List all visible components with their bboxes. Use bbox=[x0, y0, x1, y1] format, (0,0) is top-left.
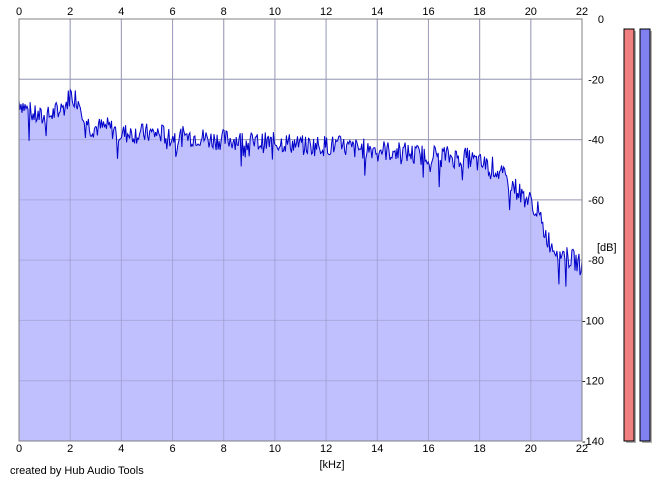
x-tick-label-top: 2 bbox=[67, 6, 73, 18]
y-axis: 0 -20 -40 -60 -80 -100 -120 -140 bbox=[582, 14, 604, 448]
credit-text: created by Hub Audio Tools bbox=[10, 465, 144, 477]
x-tick-label-top: 4 bbox=[118, 6, 124, 18]
x-axis-top: 0 2 4 6 8 10 12 14 16 18 20 22 bbox=[16, 6, 588, 18]
level-meters bbox=[623, 28, 652, 443]
level-meter-bar bbox=[623, 28, 635, 442]
spectrum-line bbox=[18, 88, 583, 287]
y-tick-label: -60 bbox=[588, 195, 604, 207]
x-tick-label-bottom: 14 bbox=[371, 443, 383, 455]
x-tick-label-bottom: 2 bbox=[67, 443, 73, 455]
y-tick-label: 0 bbox=[598, 14, 604, 26]
y-tick-label: -140 bbox=[582, 436, 604, 448]
x-tick-label-top: 22 bbox=[576, 6, 588, 18]
y-tick-label: -20 bbox=[588, 74, 604, 86]
y-tick-label: -80 bbox=[588, 255, 604, 267]
spectrum-area bbox=[19, 90, 582, 441]
y-tick-label: -100 bbox=[582, 315, 604, 327]
x-tick-label-bottom: 16 bbox=[422, 443, 434, 455]
x-tick-label-bottom: 10 bbox=[269, 443, 281, 455]
x-tick-label-bottom: 20 bbox=[525, 443, 537, 455]
x-tick-label-bottom: 4 bbox=[118, 443, 124, 455]
y-tick-label: -120 bbox=[582, 376, 604, 388]
x-tick-label-top: 0 bbox=[16, 6, 22, 18]
x-tick-label-bottom: 22 bbox=[576, 443, 588, 455]
x-tick-label-bottom: 8 bbox=[221, 443, 227, 455]
x-tick-label-top: 14 bbox=[371, 6, 383, 18]
x-tick-label-bottom: 12 bbox=[320, 443, 332, 455]
x-tick-label-top: 20 bbox=[525, 6, 537, 18]
x-axis-label: [kHz] bbox=[319, 459, 344, 471]
x-tick-label-top: 8 bbox=[221, 6, 227, 18]
x-tick-label-top: 6 bbox=[169, 6, 175, 18]
plot-border bbox=[18, 18, 583, 442]
x-tick-label-bottom: 18 bbox=[474, 443, 486, 455]
plot-area bbox=[18, 18, 583, 442]
x-tick-label-top: 12 bbox=[320, 6, 332, 18]
y-tick-label: -40 bbox=[588, 135, 604, 147]
x-tick-label-top: 10 bbox=[269, 6, 281, 18]
x-tick-label-bottom: 6 bbox=[169, 443, 175, 455]
y-axis-label: [dB] bbox=[597, 242, 617, 254]
x-tick-label-bottom: 0 bbox=[16, 443, 22, 455]
x-axis-bottom: 0 2 4 6 8 10 12 14 16 18 20 22 bbox=[16, 443, 588, 455]
x-tick-label-top: 18 bbox=[474, 6, 486, 18]
level-meter-bar bbox=[639, 28, 651, 442]
x-tick-label-top: 16 bbox=[422, 6, 434, 18]
